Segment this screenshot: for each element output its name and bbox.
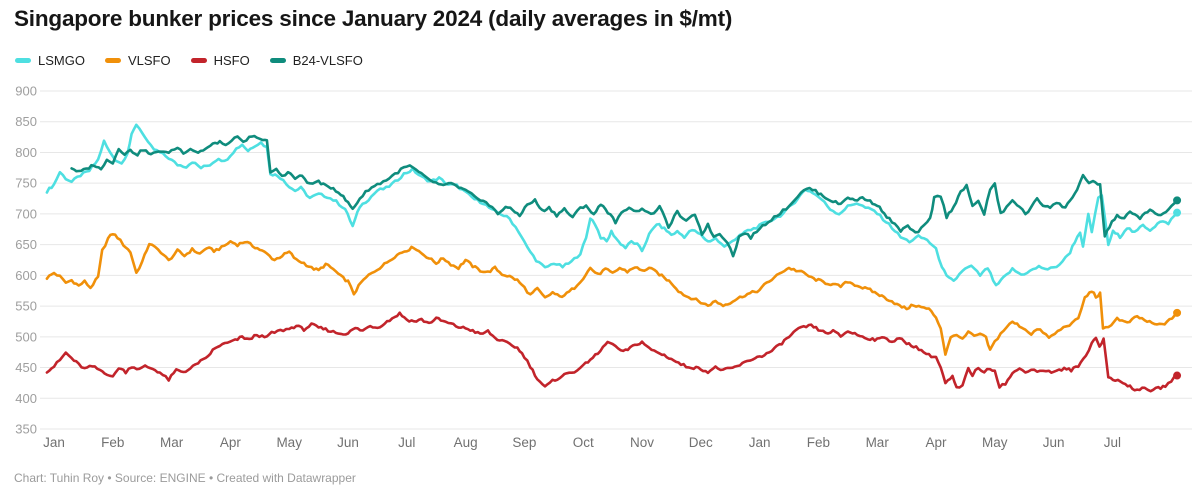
y-axis-tick-400: 400 — [15, 391, 37, 406]
chart-footer: Chart: Tuhin Roy • Source: ENGINE • Crea… — [14, 471, 356, 485]
x-axis-tick-18-jul: Jul — [1104, 435, 1121, 450]
series-end-dot-b24-vlsfo — [1173, 196, 1182, 205]
x-axis-tick-15-apr: Apr — [925, 435, 947, 450]
series-line-b24-vlsfo — [70, 134, 1179, 258]
legend-item-lsmgo: LSMGO — [15, 53, 85, 68]
series-end-dot-lsmgo — [1173, 208, 1182, 217]
legend-item-hsfo: HSFO — [190, 53, 250, 68]
y-axis-tick-350: 350 — [15, 422, 37, 437]
lsmgo-swatch-icon — [15, 58, 31, 63]
x-axis-tick-0-jan: Jan — [43, 435, 65, 450]
x-axis-tick-4-may: May — [276, 435, 302, 450]
x-axis-tick-7-aug: Aug — [454, 435, 478, 450]
series-line-vlsfo — [45, 233, 1179, 356]
legend-label: LSMGO — [38, 53, 85, 68]
x-axis-tick-8-sep: Sep — [512, 435, 536, 450]
legend-label: B24-VLSFO — [292, 53, 363, 68]
legend-label: VLSFO — [127, 53, 171, 68]
x-axis-tick-9-oct: Oct — [573, 435, 594, 450]
b24-vlsfo-swatch-icon — [269, 58, 286, 63]
series-end-dot-hsfo — [1173, 371, 1182, 380]
x-axis-tick-17-jun: Jun — [1043, 435, 1065, 450]
x-axis-tick-14-mar: Mar — [866, 435, 890, 450]
y-axis-tick-500: 500 — [15, 329, 37, 344]
series-line-lsmgo — [45, 123, 1179, 287]
y-axis-tick-600: 600 — [15, 268, 37, 283]
x-axis-tick-13-feb: Feb — [807, 435, 830, 450]
y-axis-tick-450: 450 — [15, 360, 37, 375]
x-axis-tick-2-mar: Mar — [160, 435, 184, 450]
legend-item-vlsfo: VLSFO — [104, 53, 171, 68]
chart-title: Singapore bunker prices since January 20… — [14, 6, 733, 31]
y-axis-tick-750: 750 — [15, 176, 37, 191]
vlsfo-swatch-icon — [104, 58, 121, 63]
y-axis-tick-700: 700 — [15, 206, 37, 221]
x-axis-tick-5-jun: Jun — [337, 435, 359, 450]
y-axis-tick-800: 800 — [15, 145, 37, 160]
legend-label: HSFO — [213, 53, 250, 68]
y-axis-tick-650: 650 — [15, 237, 37, 252]
x-axis-tick-12-jan: Jan — [749, 435, 771, 450]
hsfo-swatch-icon — [190, 58, 207, 63]
y-axis-tick-900: 900 — [15, 84, 37, 99]
y-axis-tick-550: 550 — [15, 299, 37, 314]
x-axis-tick-16-may: May — [982, 435, 1008, 450]
legend: LSMGO VLSFO HSFO B24-VLSFO — [15, 53, 363, 68]
y-axis-tick-850: 850 — [15, 114, 37, 129]
x-axis-tick-6-jul: Jul — [398, 435, 415, 450]
x-axis-tick-11-dec: Dec — [689, 435, 713, 450]
x-axis-tick-3-apr: Apr — [220, 435, 242, 450]
x-axis-tick-10-nov: Nov — [630, 435, 654, 450]
legend-item-b24-vlsfo: B24-VLSFO — [269, 53, 363, 68]
series-line-hsfo — [45, 311, 1179, 393]
x-axis-tick-1-feb: Feb — [101, 435, 124, 450]
series-end-dot-vlsfo — [1173, 308, 1182, 317]
